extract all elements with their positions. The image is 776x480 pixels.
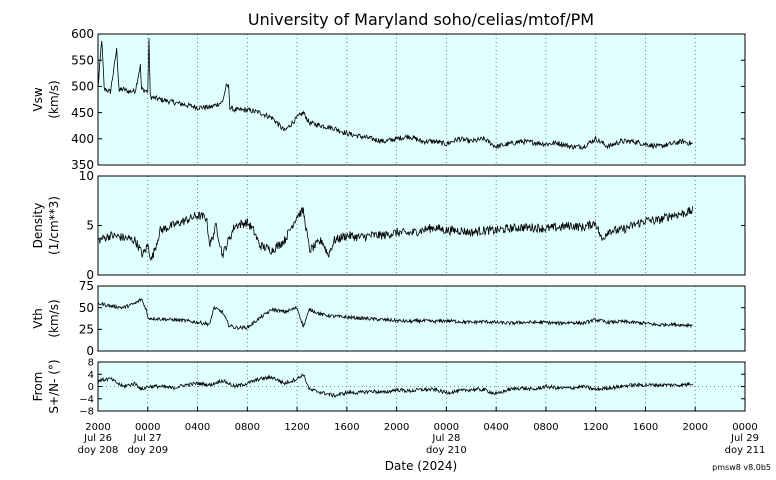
x-doy-label: doy 209 bbox=[127, 445, 168, 456]
y-tick-label: 25 bbox=[79, 323, 94, 337]
y-tick-label: 75 bbox=[79, 279, 94, 293]
y-tick-label: 0 bbox=[88, 382, 94, 393]
y-tick-label: 550 bbox=[71, 53, 94, 67]
x-tick-label: 1600 bbox=[633, 422, 658, 433]
x-tick-label: 0400 bbox=[185, 422, 210, 433]
y-axis-unit: (1/cm**3) bbox=[47, 196, 61, 255]
y-axis-label: From bbox=[31, 372, 45, 402]
x-tick-label: 0800 bbox=[533, 422, 558, 433]
x-tick-label: 2000 bbox=[85, 422, 110, 433]
series-line bbox=[97, 298, 693, 331]
panel-background bbox=[98, 286, 745, 351]
panel-2: 0 5 10 Density (1/cm**3) bbox=[31, 169, 746, 282]
series-line bbox=[97, 206, 694, 262]
x-doy-label: doy 211 bbox=[725, 445, 766, 456]
y-tick-label: 450 bbox=[71, 106, 94, 120]
panel-1: 350 400 450 500 550 600 Vsw (km/s) bbox=[31, 27, 746, 172]
x-axis-label: Date (2024) bbox=[385, 459, 457, 473]
y-tick-label: 600 bbox=[71, 27, 94, 41]
panel-background bbox=[98, 362, 745, 411]
x-tick-label: 2000 bbox=[683, 422, 708, 433]
x-tick-label: 2000 bbox=[384, 422, 409, 433]
x-tick-label: 0400 bbox=[483, 422, 508, 433]
y-tick-label: −8 bbox=[79, 407, 94, 418]
y-tick-label: 0 bbox=[86, 344, 94, 358]
y-tick-label: 10 bbox=[79, 169, 94, 183]
panel-3: 0 25 50 75 Vth (km/s) bbox=[31, 279, 746, 358]
x-date-label: Jul 26 bbox=[83, 433, 112, 444]
x-tick-label: 1200 bbox=[583, 422, 608, 433]
y-axis-unit: (km/s) bbox=[47, 299, 61, 337]
y-tick-label: 4 bbox=[88, 370, 94, 381]
x-tick-label: 0000 bbox=[135, 422, 160, 433]
x-tick-label: 0000 bbox=[434, 422, 459, 433]
y-tick-label: 500 bbox=[71, 80, 94, 94]
x-tick-label: 0800 bbox=[235, 422, 260, 433]
y-axis-label: Density bbox=[31, 203, 45, 249]
y-tick-label: 5 bbox=[86, 219, 94, 233]
x-date-label: Jul 28 bbox=[431, 433, 460, 444]
y-axis-unit: S+/N- (°) bbox=[47, 359, 61, 413]
x-tick-label: 1200 bbox=[284, 422, 309, 433]
x-doy-label: doy 208 bbox=[78, 445, 119, 456]
y-tick-label: 0 bbox=[86, 268, 94, 282]
series-line bbox=[97, 372, 694, 398]
y-axis-label: Vth bbox=[31, 308, 45, 329]
chart-title: University of Maryland soho/celias/mtof/… bbox=[248, 10, 594, 29]
series-line bbox=[97, 38, 693, 150]
y-tick-label: 350 bbox=[71, 158, 94, 172]
x-doy-label: doy 210 bbox=[426, 445, 467, 456]
y-tick-label: −4 bbox=[79, 394, 94, 405]
x-tick-label: 0000 bbox=[732, 422, 757, 433]
y-tick-label: 50 bbox=[79, 301, 94, 315]
panel-background bbox=[98, 176, 745, 275]
panel-frame bbox=[97, 33, 746, 166]
x-date-label: Jul 29 bbox=[730, 433, 759, 444]
y-tick-label: 8 bbox=[88, 358, 94, 369]
panel-frame bbox=[97, 285, 746, 352]
y-tick-label: 400 bbox=[71, 132, 94, 146]
x-tick-label: 1600 bbox=[334, 422, 359, 433]
x-date-label: Jul 27 bbox=[133, 433, 162, 444]
y-axis-unit: (km/s) bbox=[47, 80, 61, 118]
y-axis-label: Vsw bbox=[31, 87, 45, 111]
credit-label: pmsw8 v8.0b5 bbox=[712, 463, 771, 472]
